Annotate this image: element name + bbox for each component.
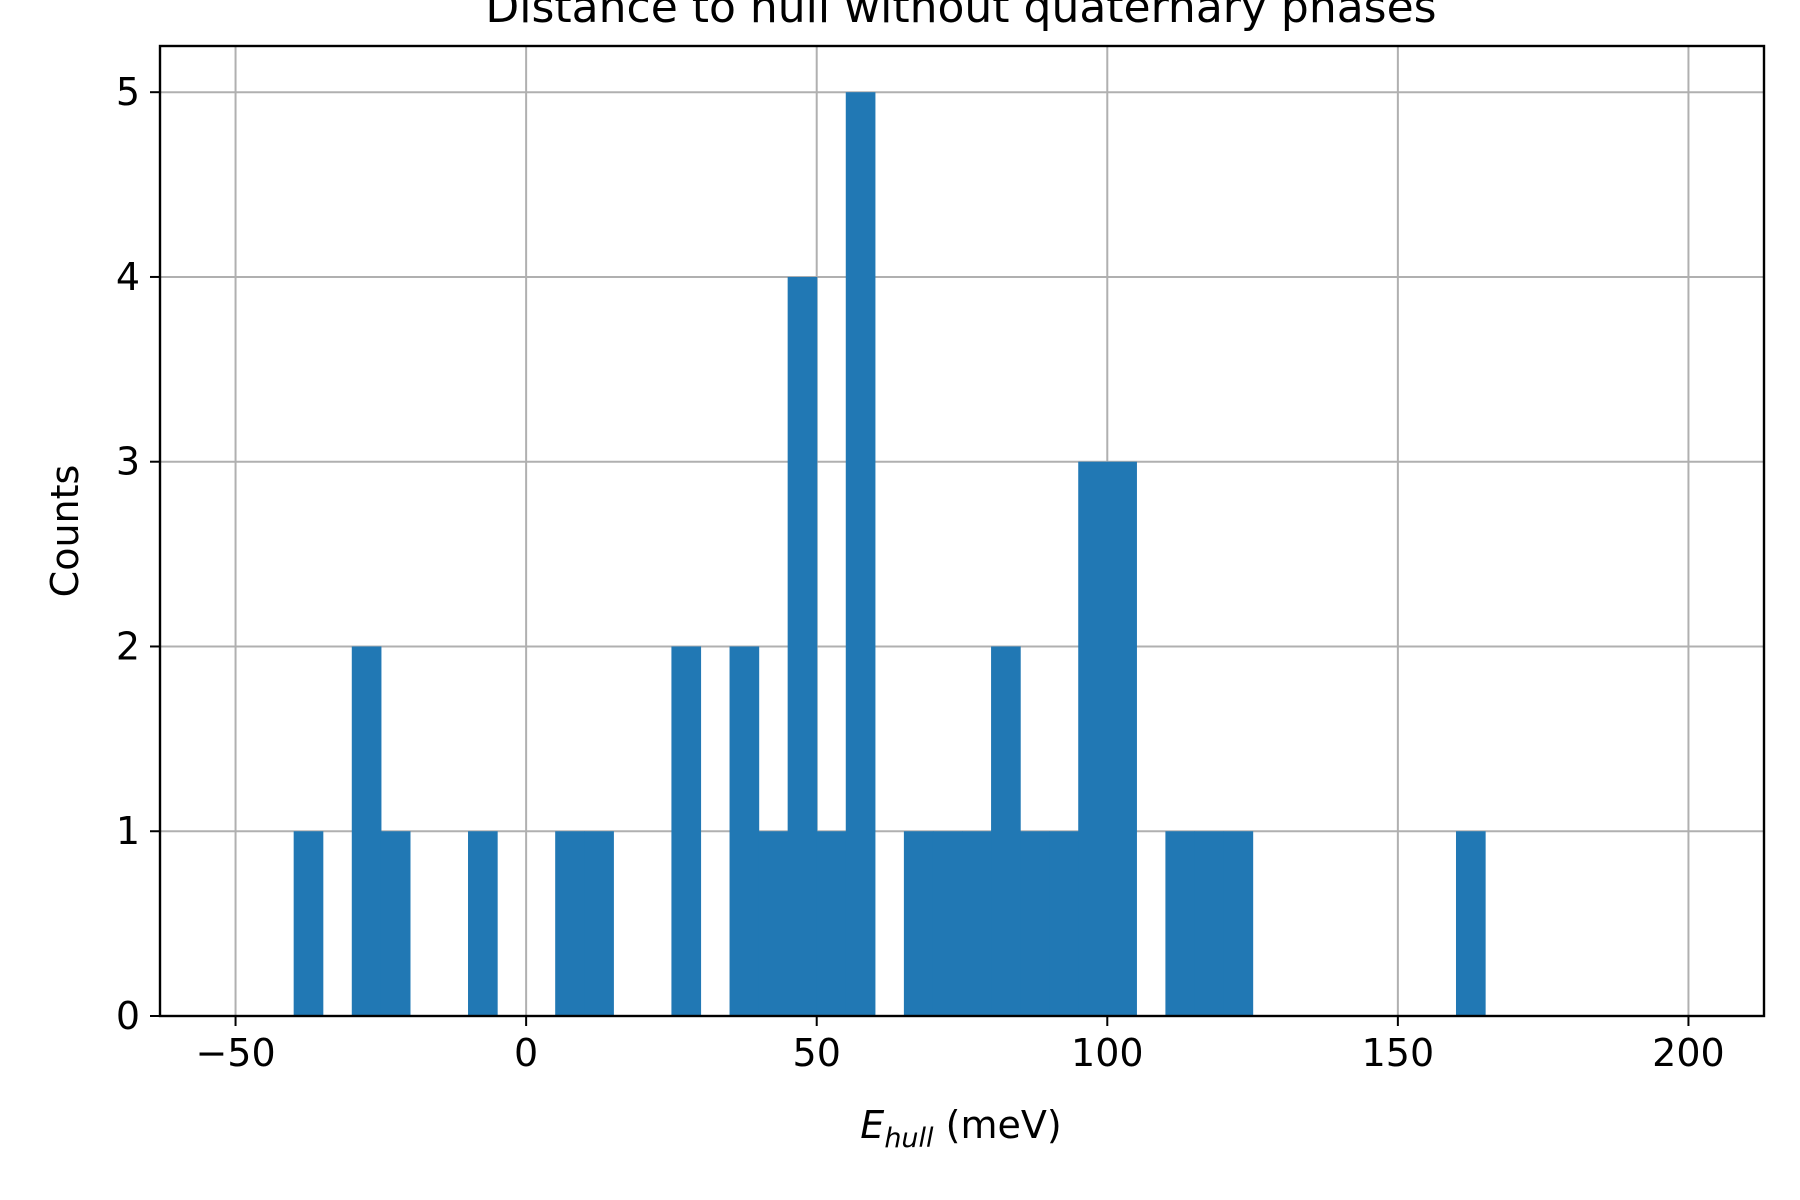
histogram-bar <box>729 646 760 1016</box>
x-axis-unit-text: (meV) <box>946 1103 1062 1147</box>
histogram-bar <box>758 831 789 1016</box>
y-tick-label: 2 <box>116 624 140 668</box>
histogram-bar <box>962 831 992 1016</box>
histogram-bar <box>1020 831 1050 1016</box>
x-axis-symbol: E <box>860 1103 884 1147</box>
histogram-bar <box>671 646 702 1016</box>
x-tick-label: 0 <box>514 1031 538 1075</box>
histogram-bar <box>991 646 1021 1016</box>
histogram-bar <box>1107 461 1137 1016</box>
histogram-bar <box>1049 831 1079 1016</box>
x-tick-label: 200 <box>1652 1031 1725 1075</box>
x-tick-label: 50 <box>793 1031 841 1075</box>
histogram-bar <box>584 831 614 1016</box>
histogram-bar <box>787 276 818 1016</box>
histogram-bar <box>1194 831 1225 1016</box>
y-axis-label: Counts <box>43 465 87 598</box>
histogram-bar <box>1455 831 1486 1016</box>
histogram-bar <box>816 831 847 1016</box>
histogram-bar <box>1223 831 1254 1016</box>
histogram-bar <box>468 831 498 1016</box>
x-tick-label: −50 <box>195 1031 275 1075</box>
histogram-bar <box>293 831 324 1016</box>
y-tick-label: 4 <box>116 255 140 299</box>
x-tick-label: 100 <box>1071 1031 1144 1075</box>
histogram-bar <box>903 831 934 1016</box>
chart-title: Distance to hull without quaternary phas… <box>485 0 1436 33</box>
x-axis-unit <box>934 1103 946 1147</box>
histogram-bar <box>932 831 963 1016</box>
y-tick-label: 0 <box>116 994 140 1038</box>
ticks: −50 0 50 100 150 200 0 1 2 3 4 5 <box>116 70 1725 1075</box>
x-tick-label: 150 <box>1362 1031 1435 1075</box>
histogram-bar <box>351 646 382 1016</box>
histogram-bar <box>1165 831 1196 1016</box>
y-tick-label: 3 <box>116 440 140 484</box>
x-axis-subscript: hull <box>884 1123 934 1154</box>
histogram-bar <box>1078 461 1108 1016</box>
histogram-bar <box>845 92 876 1016</box>
bars <box>293 92 1486 1016</box>
histogram-bar <box>555 831 585 1016</box>
x-axis-label: Ehull (meV) <box>860 1103 1061 1154</box>
histogram-bar <box>380 831 411 1016</box>
plot-frame <box>158 44 1766 1018</box>
y-tick-label: 5 <box>116 70 140 114</box>
y-tick-label: 1 <box>116 809 140 853</box>
